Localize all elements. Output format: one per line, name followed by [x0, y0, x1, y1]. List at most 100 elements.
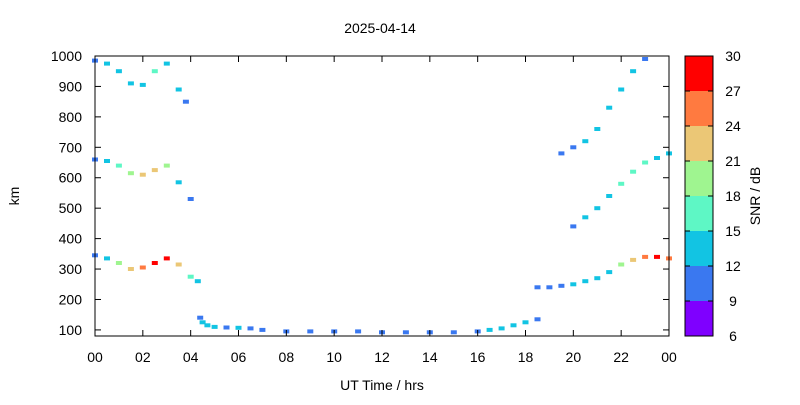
colorbar-segment: [685, 301, 713, 336]
colorbar-tick-label: 18: [725, 188, 741, 204]
echo-point: [570, 224, 577, 229]
x-tick-label: 02: [135, 349, 151, 365]
echo-point: [104, 159, 110, 163]
x-tick-label: 22: [613, 349, 629, 365]
echo-point: [104, 256, 110, 261]
echo-point: [199, 320, 206, 325]
echo-point: [618, 262, 625, 267]
y-tick-label: 800: [59, 109, 83, 125]
colorbar-tick-label: 9: [729, 293, 737, 309]
y-axis-ticks: 100 200 300 400 500 600 700 800 900 1000: [51, 48, 669, 338]
echo-point: [570, 145, 577, 150]
x-tick-label: 04: [183, 349, 199, 365]
echo-point: [582, 215, 589, 220]
x-tick-label: 00: [661, 349, 677, 365]
echo-point: [182, 99, 189, 104]
echo-point: [606, 105, 613, 110]
echo-point: [127, 171, 134, 176]
x-tick-label: 06: [231, 349, 247, 365]
x-tick-label: 00: [87, 349, 103, 365]
echo-point: [163, 61, 170, 66]
echo-point: [163, 163, 170, 168]
echo-point: [127, 267, 134, 271]
x-tick-label: 10: [326, 349, 342, 365]
echo-point: [223, 325, 230, 330]
colorbar-segment: [685, 91, 713, 126]
colorbar-tick-label: 30: [725, 48, 741, 64]
y-tick-label: 100: [59, 322, 83, 338]
echo-point: [259, 327, 266, 332]
echo-point: [594, 206, 601, 211]
colorbar-segment: [685, 266, 713, 301]
echo-point: [175, 180, 182, 185]
echo-point: [654, 254, 660, 259]
x-tick-label: 08: [279, 349, 295, 365]
echo-point: [175, 262, 182, 267]
colorbar-tick-label: 15: [725, 223, 741, 239]
y-tick-label: 1000: [51, 48, 82, 64]
echo-point: [139, 172, 146, 177]
plot-frame: [94, 55, 670, 337]
echo-point: [115, 69, 122, 74]
echo-point: [582, 279, 589, 284]
echo-point: [139, 82, 146, 87]
y-tick-label: 700: [59, 139, 83, 155]
echo-point: [247, 326, 254, 331]
echo-point: [498, 326, 505, 331]
y-tick-label: 900: [59, 78, 83, 94]
echo-point: [546, 285, 553, 290]
echo-point: [115, 163, 122, 168]
echo-point: [654, 156, 660, 160]
echo-point: [187, 197, 194, 201]
echo-point: [450, 330, 457, 335]
y-tick-label: 200: [59, 291, 83, 307]
y-tick-label: 300: [59, 261, 83, 277]
echo-point: [151, 168, 158, 173]
trace: [92, 157, 194, 201]
y-tick-label: 600: [59, 170, 83, 186]
echo-point: [151, 69, 158, 74]
colorbar-segment: [685, 56, 713, 91]
y-tick-label: 400: [59, 231, 83, 247]
echo-point: [151, 261, 158, 265]
colorbar-segment: [685, 161, 713, 196]
echo-point: [558, 283, 565, 288]
echo-point: [618, 181, 625, 186]
echo-point: [606, 270, 613, 275]
echo-point: [355, 329, 362, 334]
echo-point: [194, 279, 201, 284]
trace: [92, 58, 189, 104]
echo-point: [522, 320, 529, 325]
colorbar-tick-label: 6: [729, 328, 737, 344]
echo-point: [642, 160, 649, 165]
colorbar: 6 9 12 15 18 21 24 27 30: [684, 48, 741, 344]
echo-point: [630, 257, 637, 262]
y-tick-label: 500: [59, 200, 83, 216]
echo-point: [402, 330, 409, 335]
echo-point: [486, 327, 493, 332]
chart-title: 2025-04-14: [344, 20, 416, 36]
echo-point: [204, 323, 211, 328]
echo-point: [104, 61, 110, 66]
x-axis-label: UT Time / hrs: [340, 377, 424, 393]
colorbar-segment: [685, 196, 713, 231]
echo-point: [582, 139, 589, 144]
colorbar-segment: [685, 126, 713, 161]
trace: [558, 57, 649, 156]
x-tick-label: 14: [422, 349, 438, 365]
colorbar-label: SNR / dB: [747, 167, 763, 225]
echo-point: [127, 81, 134, 86]
echo-point: [139, 265, 146, 270]
echo-point: [115, 261, 122, 265]
x-tick-label: 20: [566, 349, 582, 365]
x-axis-ticks: 00 02 04 06 08 10 12 14 16 18 20 22 00: [87, 56, 677, 365]
colorbar-tick-label: 24: [725, 118, 741, 134]
colorbar-tick-label: 12: [725, 258, 741, 274]
trace: [534, 254, 672, 290]
x-tick-label: 18: [518, 349, 534, 365]
echo-point: [642, 57, 649, 61]
x-tick-label: 12: [374, 349, 390, 365]
echo-point: [606, 194, 613, 198]
